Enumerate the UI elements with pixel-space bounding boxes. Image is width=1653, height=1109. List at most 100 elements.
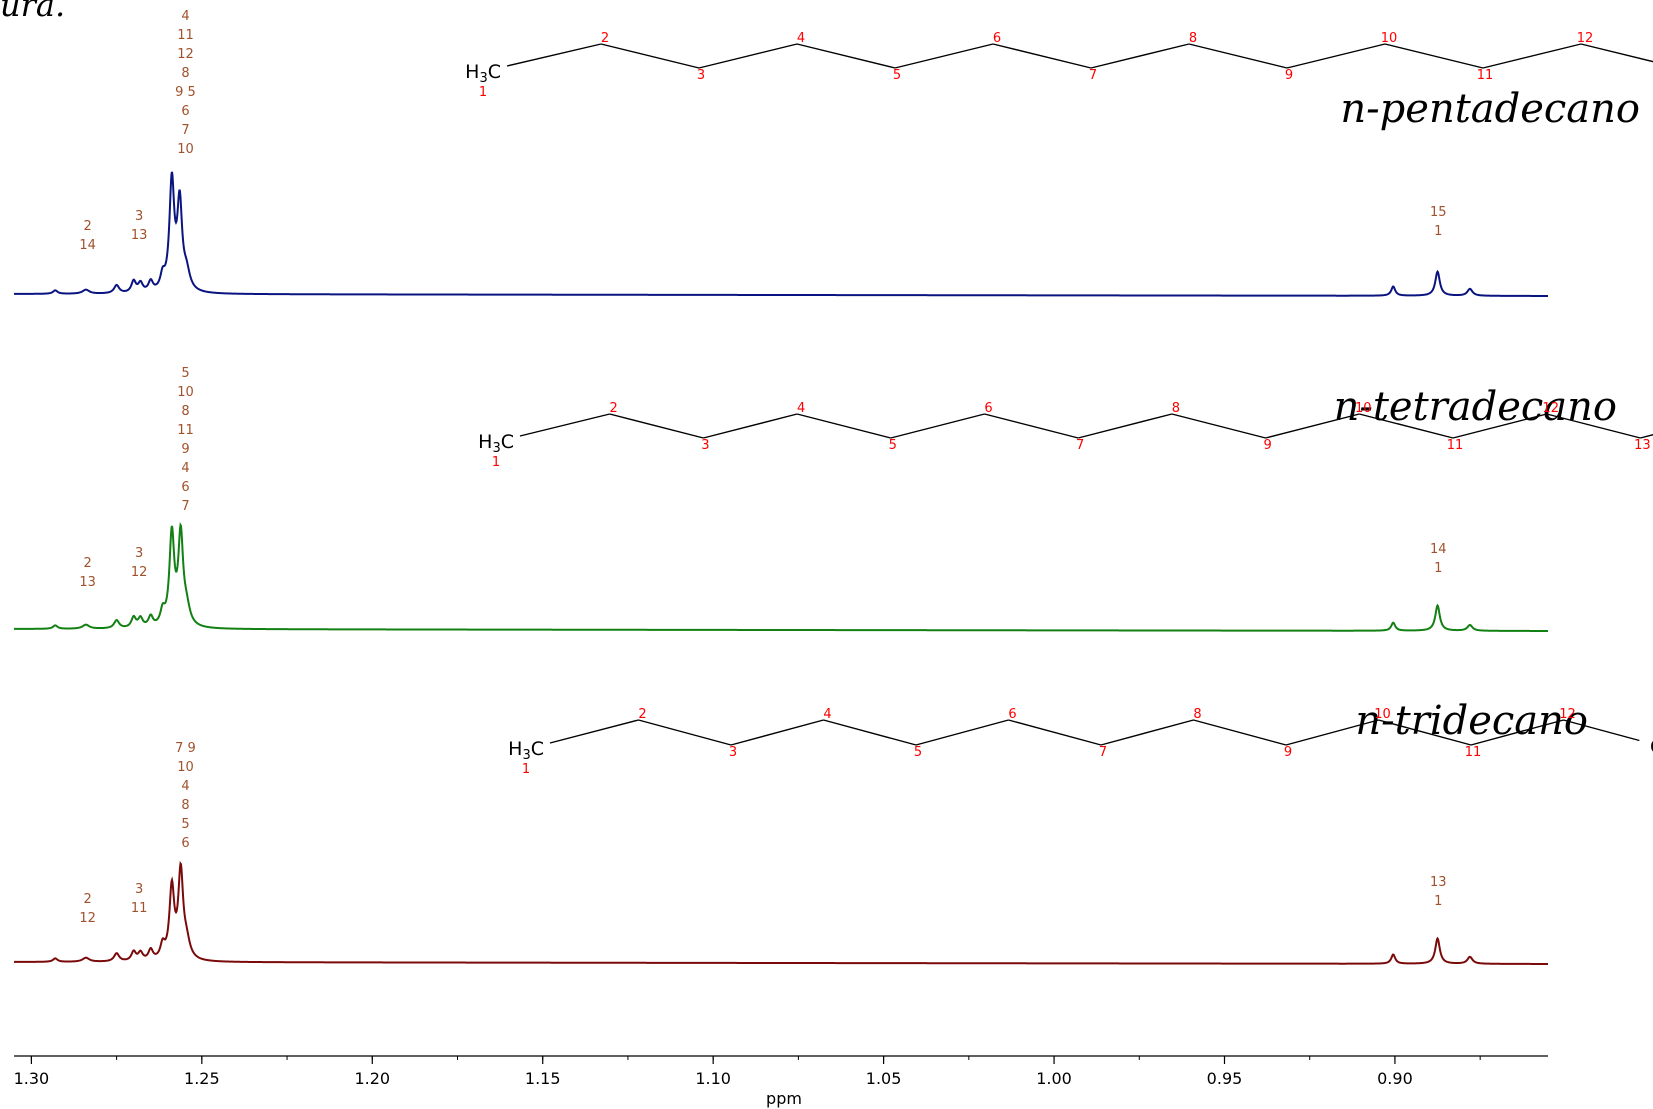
peak-label-text: 6 [181,480,189,495]
bond [1193,719,1287,746]
carbon-number: 8 [1172,401,1180,416]
peak-label: 214 [79,219,96,253]
bond [796,43,896,69]
peak-label: 311 [131,882,148,916]
carbon-number: 7 [1089,68,1097,83]
bond [698,43,798,69]
series-line [14,171,1548,297]
bond [703,413,798,439]
x-tick-label: 0.90 [1377,1069,1413,1088]
carbon-number: 13 [1634,438,1651,453]
carbon-number: 3 [701,438,709,453]
carbon-number: 9 [1285,68,1293,83]
bond [1286,43,1386,69]
x-tick-label: 1.25 [184,1069,220,1088]
peak-label-text: 8 [181,66,189,81]
bond [638,719,732,746]
bond [1546,413,1641,439]
x-tick-label: 1.20 [354,1069,390,1088]
peak-label-text: 7 9 [175,741,196,756]
peak-label-text: 8 [181,798,189,813]
molecule-structure: H3CCH312345678910111213 [508,707,1653,777]
peak-label-text: 6 [181,836,189,851]
peak-label-text: 11 [131,901,148,916]
peak-label-text: 15 [1430,205,1447,220]
series-line [14,861,1548,965]
carbon-number: 11 [1477,68,1494,83]
carbon-number: 11 [1465,745,1482,760]
bond [823,719,917,746]
peak-label: 212 [79,892,96,926]
carbon-number: 4 [797,31,805,46]
bond [519,413,610,437]
peak-label-text: 10 [177,385,194,400]
bond [984,413,1079,439]
x-axis: 1.30 1.25 1.20 1.15 1.10 1.05 1.00 0.95 0.90 ppm [14,1055,1548,1108]
peak-label-text: 12 [79,911,96,926]
peak-label-text: 7 [181,123,189,138]
peak-label-text: 1 [1434,561,1442,576]
bond [506,43,602,67]
compound-name: n-tetradecano [1334,384,1617,430]
peak-label-text: 3 [135,209,143,224]
bond [1359,413,1454,439]
x-tick-label: 0.95 [1207,1069,1243,1088]
peak-label-text: 14 [79,238,96,253]
peak-label: 312 [131,546,148,580]
carbon-number: 1 [492,455,500,470]
bond [1008,719,1102,746]
peak-label-text: 2 [83,556,91,571]
peak-label-text: 1 [1434,894,1442,909]
peak-label-text: 13 [131,228,148,243]
bond [1285,719,1379,746]
peak-label: 313 [131,209,148,243]
peak-label-text: 3 [135,546,143,561]
peak-label-text: 10 [177,142,194,157]
carbon-number: 3 [697,68,705,83]
bond [1078,413,1173,439]
peak-label: 213 [79,556,96,590]
peak-label-text: 2 [83,219,91,234]
peak-label-text: 13 [1430,875,1447,890]
carbon-number: 8 [1189,31,1197,46]
molecule-structure: H3CCH3123456789101112131415 [465,31,1653,100]
bond [915,719,1009,746]
carbon-number: 10 [1381,31,1398,46]
carbon-number: 3 [729,745,737,760]
peak-label-text: 11 [177,28,194,43]
methyl-group-left: H3C [465,61,501,86]
x-tick-label: 1.00 [1036,1069,1072,1088]
carbon-number: 12 [1542,401,1559,416]
carbon-number: 1 [479,85,487,100]
carbon-number: 9 [1284,745,1292,760]
bond [1378,719,1472,746]
carbon-number: 6 [993,31,1001,46]
bond [992,43,1092,69]
carbon-number: 5 [889,438,897,453]
carbon-number: 5 [893,68,901,83]
bond [1384,43,1484,69]
carbon-number: 7 [1076,438,1084,453]
carbon-number: 6 [984,401,992,416]
bond [730,719,824,746]
carbon-number: 12 [1559,707,1576,722]
peak-label-text: 9 [181,442,189,457]
peak-label-text: 13 [79,575,96,590]
peak-label-text: 6 [181,104,189,119]
bond [890,413,985,439]
carbon-number: 9 [1263,438,1271,453]
peak-label: 141 [1430,542,1447,576]
bond [549,719,639,744]
methyl-group-left: H3C [478,431,514,456]
peak-label-text: 5 [181,366,189,381]
peak-label-text: 3 [135,882,143,897]
peak-label-text: 1 [1434,224,1442,239]
x-axis-label: ppm [766,1089,802,1108]
x-tick-label: 1.15 [525,1069,561,1088]
compound-name: n-tridecano [1355,698,1588,744]
carbon-number: 1 [522,762,530,777]
peak-label-text: 10 [177,760,194,775]
